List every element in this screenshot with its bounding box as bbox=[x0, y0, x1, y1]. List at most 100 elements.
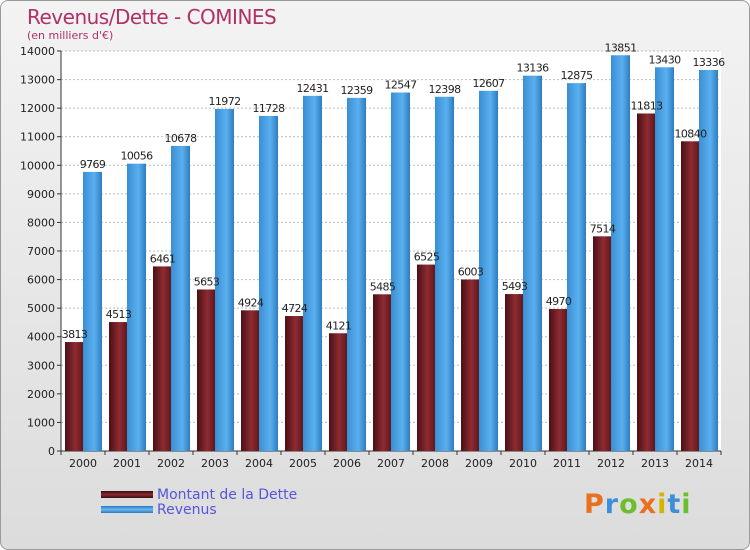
data-label-debt: 4970 bbox=[546, 295, 572, 308]
data-label-debt: 4724 bbox=[282, 302, 308, 315]
bar-revenue bbox=[347, 97, 366, 451]
data-label-debt: 11813 bbox=[631, 99, 664, 112]
x-tick-label: 2006 bbox=[333, 457, 361, 470]
bar-revenue bbox=[611, 55, 630, 451]
data-label-debt: 4121 bbox=[326, 319, 352, 332]
y-tick-label: 3000 bbox=[27, 359, 55, 372]
legend-swatch-debt bbox=[101, 491, 153, 498]
data-label-revenue: 12875 bbox=[561, 69, 594, 82]
legend: Montant de la Dette Revenus bbox=[101, 486, 298, 518]
bar-debt bbox=[505, 294, 524, 451]
bar-debt bbox=[417, 264, 436, 451]
bar-debt bbox=[153, 266, 172, 451]
bar-debt bbox=[109, 322, 128, 451]
data-label-revenue: 12547 bbox=[385, 79, 418, 92]
bar-debt bbox=[329, 333, 348, 451]
logo-letter: t bbox=[667, 489, 682, 520]
data-label-revenue: 12398 bbox=[429, 83, 462, 96]
data-label-debt: 4924 bbox=[238, 296, 264, 309]
data-label-revenue: 13336 bbox=[693, 56, 726, 69]
data-label-debt: 5485 bbox=[370, 280, 396, 293]
data-label-debt: 3813 bbox=[62, 328, 88, 341]
proxiti-logo: Proxiti bbox=[584, 489, 692, 520]
x-tick-label: 2014 bbox=[685, 457, 713, 470]
x-tick-label: 2001 bbox=[113, 457, 141, 470]
data-label-debt: 5493 bbox=[502, 280, 528, 293]
x-tick-label: 2010 bbox=[509, 457, 537, 470]
bar-revenue bbox=[435, 96, 454, 452]
x-tick-label: 2004 bbox=[245, 457, 273, 470]
logo-letter: r bbox=[604, 489, 620, 520]
data-label-debt: 6525 bbox=[414, 251, 440, 264]
bar-debt bbox=[285, 316, 304, 451]
bar-revenue bbox=[83, 171, 102, 451]
data-label-revenue: 13136 bbox=[517, 62, 550, 75]
y-tick-label: 9000 bbox=[27, 188, 55, 201]
chart-subtitle: (en milliers d'€) bbox=[27, 29, 114, 42]
x-tick-label: 2011 bbox=[553, 457, 581, 470]
y-tick-label: 6000 bbox=[27, 274, 55, 287]
bar-debt bbox=[681, 141, 700, 452]
x-tick-label: 2012 bbox=[597, 457, 625, 470]
legend-item-debt: Montant de la Dette bbox=[101, 486, 298, 503]
bar-revenue bbox=[479, 90, 498, 452]
bar-debt bbox=[65, 342, 84, 451]
bar-revenue bbox=[215, 108, 234, 451]
bar-debt bbox=[461, 279, 480, 451]
data-label-revenue: 12431 bbox=[297, 82, 329, 95]
bar-revenue bbox=[655, 67, 674, 452]
data-label-debt: 6461 bbox=[150, 252, 176, 265]
data-label-revenue: 12359 bbox=[341, 84, 374, 97]
logo-letter: o bbox=[619, 489, 639, 520]
data-label-revenue: 11728 bbox=[253, 102, 286, 115]
bar-debt bbox=[593, 236, 612, 451]
data-label-debt: 5653 bbox=[194, 275, 220, 288]
y-tick-label: 7000 bbox=[27, 245, 55, 258]
y-tick-label: 4000 bbox=[27, 331, 55, 344]
x-tick-label: 2005 bbox=[289, 457, 317, 470]
x-tick-label: 2009 bbox=[465, 457, 493, 470]
data-label-revenue: 10056 bbox=[121, 150, 154, 163]
data-label-revenue: 10678 bbox=[165, 132, 198, 145]
bar-revenue bbox=[127, 163, 146, 451]
bar-debt bbox=[637, 113, 656, 451]
bar-revenue bbox=[303, 95, 322, 451]
data-label-debt: 6003 bbox=[458, 265, 484, 278]
logo-letter: x bbox=[638, 489, 658, 520]
y-tick-label: 8000 bbox=[27, 216, 55, 229]
bar-revenue bbox=[699, 69, 718, 451]
logo-letter: i bbox=[657, 489, 668, 520]
logo-letter: P bbox=[584, 489, 605, 520]
y-tick-label: 11000 bbox=[20, 131, 55, 144]
bar-debt bbox=[549, 309, 568, 451]
y-tick-label: 5000 bbox=[27, 302, 55, 315]
x-tick-label: 2000 bbox=[69, 457, 97, 470]
bar-debt bbox=[197, 289, 216, 451]
data-label-revenue: 12607 bbox=[473, 77, 506, 90]
x-tick-label: 2008 bbox=[421, 457, 449, 470]
chart-title: Revenus/Dette - COMINES bbox=[27, 5, 277, 29]
bar-debt bbox=[373, 294, 392, 451]
x-tick-label: 2002 bbox=[157, 457, 185, 470]
x-tick-label: 2013 bbox=[641, 457, 669, 470]
data-label-revenue: 9769 bbox=[80, 158, 106, 171]
data-label-debt: 4513 bbox=[106, 308, 132, 321]
legend-swatch-revenue bbox=[101, 506, 153, 513]
y-tick-label: 2000 bbox=[27, 388, 55, 401]
legend-item-revenue: Revenus bbox=[101, 502, 297, 518]
x-tick-label: 2007 bbox=[377, 457, 405, 470]
data-label-revenue: 13851 bbox=[605, 41, 637, 54]
legend-label-debt: Montant de la Dette bbox=[157, 486, 298, 503]
bar-revenue bbox=[391, 92, 410, 451]
y-tick-label: 1000 bbox=[27, 416, 55, 429]
logo-letter: i bbox=[681, 489, 692, 520]
y-tick-label: 10000 bbox=[20, 159, 55, 172]
data-label-revenue: 11972 bbox=[209, 95, 241, 108]
bar-revenue bbox=[171, 145, 190, 451]
x-tick-label: 2003 bbox=[201, 457, 229, 470]
bar-revenue bbox=[523, 75, 542, 451]
bar-debt bbox=[241, 310, 260, 451]
data-label-debt: 7514 bbox=[590, 222, 616, 235]
